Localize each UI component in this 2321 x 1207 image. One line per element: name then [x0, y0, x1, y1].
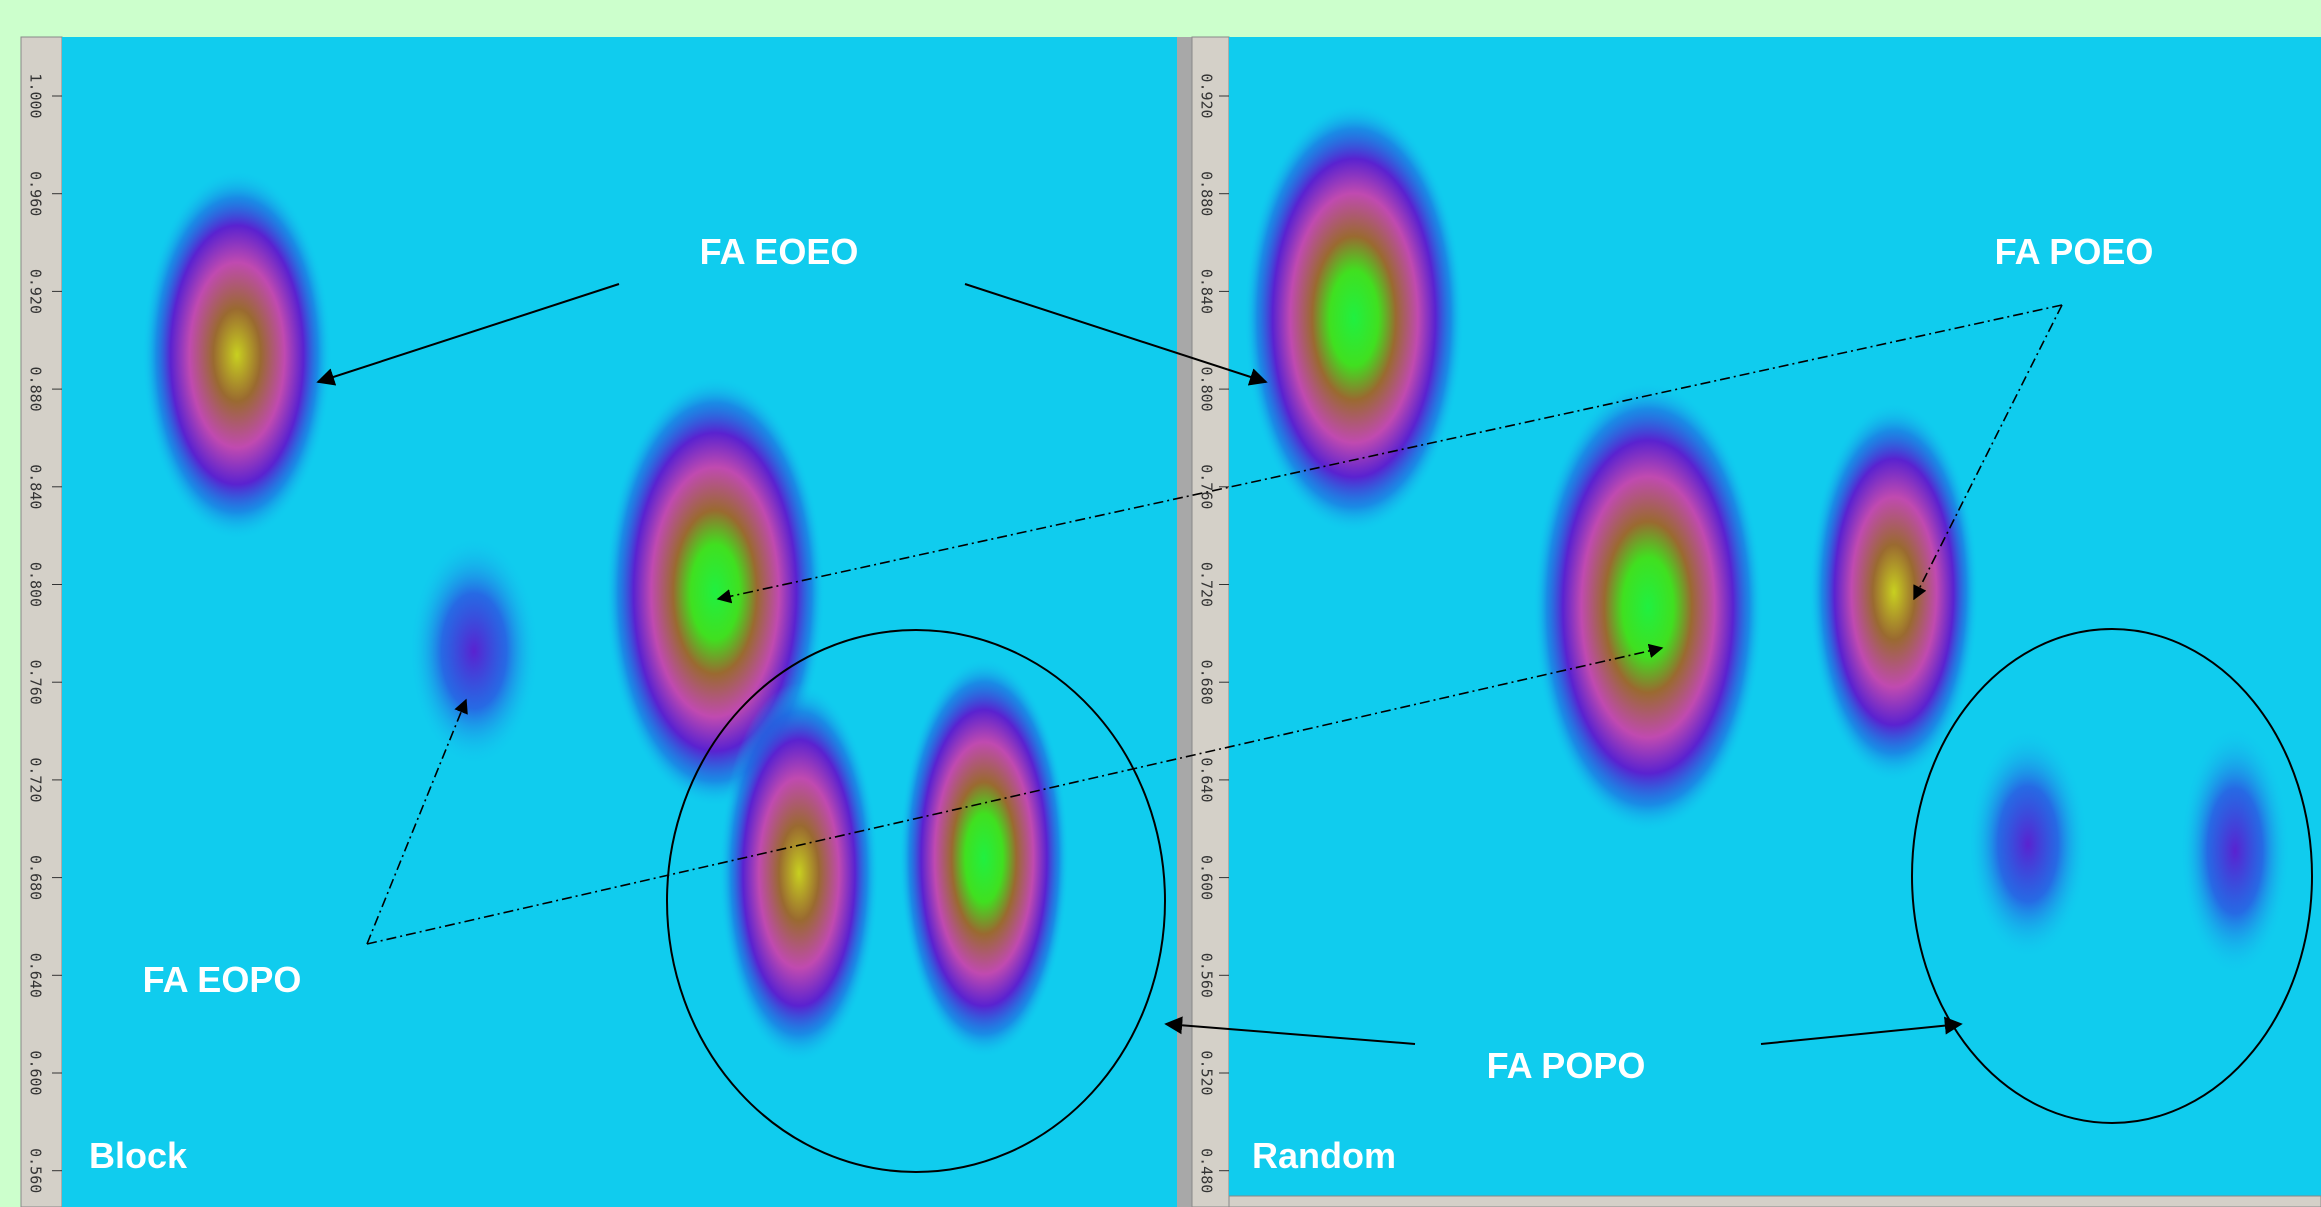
ruler — [1229, 1196, 2321, 1207]
peak — [142, 170, 332, 540]
peak — [409, 536, 539, 766]
peak — [899, 658, 1069, 1058]
y-tick-label: 1.000 — [27, 73, 45, 118]
peak — [1533, 382, 1763, 832]
y-tick-label: 0.600 — [1198, 855, 1216, 900]
y-tick-label: 0.920 — [27, 269, 45, 314]
y-tick-label: 0.920 — [1198, 73, 1216, 118]
separator — [1177, 37, 1192, 1207]
y-tick-label: 0.520 — [1198, 1050, 1216, 1095]
y-tick-label: 0.680 — [27, 855, 45, 900]
figure: FA EOEO FA POEO FA EOPO FA POPO Block Ra… — [0, 0, 2321, 1207]
y-tick-label: 0.760 — [1198, 464, 1216, 509]
y-tick-label: 0.800 — [1198, 367, 1216, 412]
annotation-label: FA POPO — [1487, 1045, 1646, 1086]
peak — [1968, 729, 2088, 959]
y-tick-label: 0.560 — [1198, 953, 1216, 998]
y-tick-label: 0.680 — [1198, 660, 1216, 705]
annotation-label: FA EOPO — [143, 959, 302, 1000]
y-tick-label: 0.560 — [27, 1148, 45, 1193]
y-tick-label: 0.880 — [27, 367, 45, 412]
peak — [719, 683, 879, 1063]
y-tick-label: 0.840 — [1198, 269, 1216, 314]
y-tick-label: 0.880 — [1198, 171, 1216, 216]
y-tick-label: 0.760 — [27, 660, 45, 705]
y-tick-label: 0.840 — [27, 464, 45, 509]
page: {"panels": [ {"label": "Block", "ticks":… — [0, 0, 2321, 1207]
peak — [2180, 726, 2290, 976]
y-tick-label: 0.640 — [1198, 757, 1216, 802]
annotation-label: FA EOEO — [700, 231, 859, 272]
y-tick-label: 0.480 — [1198, 1148, 1216, 1193]
annotation-label: FA POEO — [1995, 231, 2154, 272]
peak — [1244, 103, 1464, 533]
panel-label: Random — [1252, 1135, 1396, 1176]
y-tick-label: 0.720 — [27, 757, 45, 802]
y-tick-label: 0.640 — [27, 953, 45, 998]
y-tick-label: 0.800 — [27, 562, 45, 607]
panel-label: Block — [89, 1135, 188, 1176]
y-tick-label: 0.960 — [27, 171, 45, 216]
y-tick-label: 0.720 — [1198, 562, 1216, 607]
y-tick-label: 0.600 — [27, 1050, 45, 1095]
